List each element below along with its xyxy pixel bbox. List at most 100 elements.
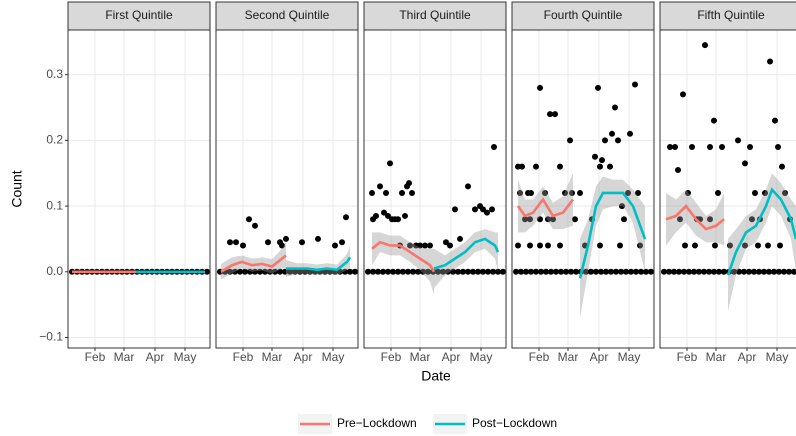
data-point — [322, 268, 328, 275]
data-point — [427, 242, 433, 249]
data-point — [435, 268, 441, 275]
data-point — [440, 268, 446, 275]
data-point — [727, 242, 733, 249]
data-point — [406, 180, 412, 187]
data-point — [447, 242, 453, 249]
data-point — [457, 235, 463, 242]
data-point — [572, 216, 578, 223]
x-tick-label: May — [766, 350, 789, 364]
confidence-band — [372, 232, 434, 295]
data-point — [472, 206, 478, 213]
data-point — [562, 189, 568, 196]
data-point — [707, 143, 713, 150]
panel-border — [363, 29, 507, 349]
data-point — [786, 268, 792, 275]
data-point — [599, 157, 605, 164]
data-point — [742, 242, 748, 249]
data-point — [775, 143, 781, 150]
data-point — [755, 242, 761, 249]
x-tick-label: Feb — [85, 350, 106, 364]
data-point — [772, 117, 778, 124]
data-point — [557, 163, 563, 170]
y-axis-title: Count — [9, 170, 25, 207]
legend-label: Post−Lockdown — [472, 416, 557, 430]
data-point — [283, 235, 289, 242]
data-point — [500, 268, 506, 275]
data-point — [765, 242, 771, 249]
data-point — [671, 268, 677, 275]
data-point — [628, 268, 634, 275]
data-point — [302, 268, 308, 275]
confidence-band — [728, 173, 796, 312]
data-point — [232, 268, 238, 275]
data-point — [265, 239, 271, 246]
data-point — [553, 268, 559, 275]
data-point — [420, 268, 426, 275]
data-point — [332, 242, 338, 249]
data-point — [689, 143, 695, 150]
data-point — [623, 268, 629, 275]
y-tick-label: −0.1 — [39, 330, 63, 344]
data-point — [475, 268, 481, 275]
data-point — [489, 206, 495, 213]
data-point — [292, 268, 298, 275]
data-point — [343, 214, 349, 221]
strip — [215, 1, 359, 31]
data-point — [299, 239, 305, 246]
data-point — [761, 268, 767, 275]
data-point — [537, 242, 543, 249]
data-point — [490, 268, 496, 275]
data-point — [415, 268, 421, 275]
data-point — [749, 216, 755, 223]
data-point — [491, 143, 497, 150]
data-point — [527, 242, 533, 249]
data-point — [598, 268, 604, 275]
data-point — [715, 189, 721, 196]
data-point — [633, 268, 639, 275]
data-point — [567, 137, 573, 144]
x-tick-label: Apr — [294, 350, 313, 364]
data-point — [711, 117, 717, 124]
strip-title: Third Quintile — [399, 8, 471, 22]
data-point — [736, 268, 742, 275]
data-point — [782, 189, 788, 196]
strip-title: Second Quintile — [245, 8, 330, 22]
smooth-line — [726, 187, 796, 276]
x-tick-label: Feb — [233, 350, 254, 364]
data-point — [409, 189, 415, 196]
facet-panel: Fourth Quintile Feb Mar Apr May — [511, 1, 655, 364]
data-point — [385, 212, 391, 219]
data-point — [519, 163, 525, 170]
data-point — [583, 268, 589, 275]
data-point — [237, 268, 243, 275]
data-point — [537, 216, 543, 223]
data-point — [272, 268, 278, 275]
data-point — [365, 268, 371, 275]
x-tick-label: Apr — [738, 350, 757, 364]
data-point — [731, 268, 737, 275]
data-point — [680, 91, 686, 98]
facet-panel: Second Quintile Feb Mar Apr May — [215, 1, 359, 364]
data-point — [588, 268, 594, 275]
data-point — [465, 268, 471, 275]
data-point — [597, 163, 603, 170]
data-point — [612, 104, 618, 111]
data-point — [548, 268, 554, 275]
data-point — [445, 268, 451, 275]
panel-border — [511, 29, 655, 349]
data-point — [608, 268, 614, 275]
data-point — [227, 239, 233, 246]
data-point — [676, 268, 682, 275]
data-point — [246, 216, 252, 223]
data-point — [297, 268, 303, 275]
data-point — [522, 216, 528, 223]
data-point — [517, 189, 523, 196]
strip-title: Fifth Quintile — [697, 8, 765, 22]
data-point — [672, 143, 678, 150]
data-point — [712, 242, 718, 249]
data-point — [777, 242, 783, 249]
strip — [511, 1, 655, 31]
panel-background — [512, 30, 654, 348]
data-point — [558, 268, 564, 275]
